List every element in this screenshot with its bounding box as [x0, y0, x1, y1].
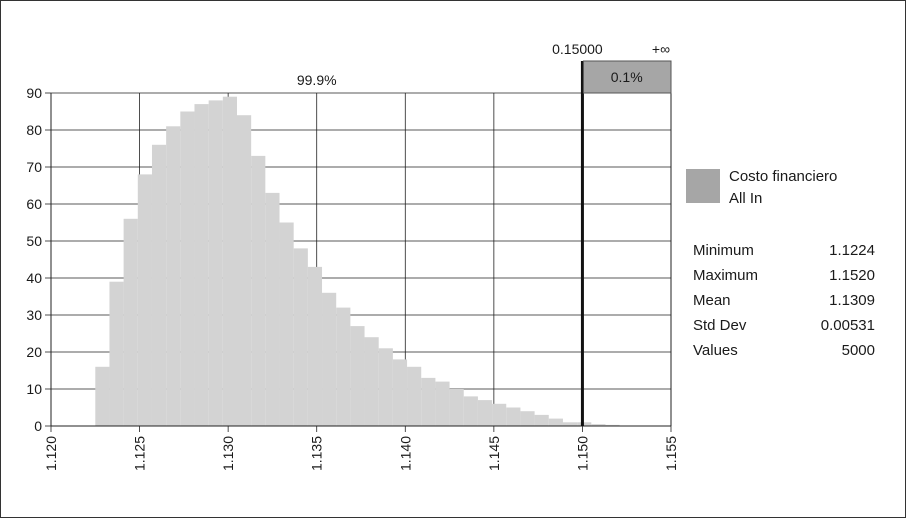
y-tick-label: 80	[26, 122, 42, 138]
legend-swatch	[686, 169, 720, 203]
y-tick-label: 30	[26, 307, 42, 323]
x-tick-label: 1.150	[574, 436, 590, 471]
histogram-bar	[279, 222, 294, 426]
x-tick-label: 1.135	[309, 436, 325, 471]
histogram-bar	[109, 281, 124, 426]
histogram-bar	[477, 400, 493, 426]
histogram-bars	[95, 96, 620, 427]
stat-label: Values	[693, 342, 738, 359]
histogram-bar	[293, 248, 308, 426]
histogram-bar	[407, 366, 422, 426]
y-tick-label: 10	[26, 381, 42, 397]
y-tick-label: 40	[26, 270, 42, 286]
histogram-bar	[251, 155, 266, 426]
statistics-table: Minimum 1.1224 Maximum 1.1520 Mean 1.1309 Std …	[693, 242, 875, 359]
stat-value: 1.1520	[829, 267, 875, 284]
x-tick-label: 1.140	[397, 436, 413, 471]
histogram-bar	[180, 111, 195, 426]
axes	[50, 93, 672, 427]
histogram-bar	[548, 418, 563, 426]
histogram-bar	[392, 359, 408, 426]
histogram-bar	[449, 389, 464, 426]
histogram-bar	[265, 192, 280, 426]
histogram-bar	[336, 307, 351, 426]
histogram-bar	[577, 422, 592, 426]
y-tick-label: 60	[26, 196, 42, 212]
legend-label-line1: Costo financiero	[729, 168, 837, 185]
x-tick-labels: 1.120 1.125 1.130 1.135 1.140 1.145 1.150 1.155	[43, 436, 679, 471]
histogram-bar	[605, 424, 620, 426]
histogram-bar	[506, 407, 521, 426]
histogram-bar	[151, 144, 167, 427]
marker-right-label: +∞	[652, 41, 670, 57]
y-tick-label: 70	[26, 159, 42, 175]
histogram-bar	[591, 424, 606, 426]
histogram-bar	[95, 366, 110, 426]
histogram-bar	[492, 403, 507, 426]
stat-label: Mean	[693, 292, 731, 309]
histogram-bar	[534, 414, 549, 426]
histogram-bar	[421, 377, 436, 426]
histogram-bar	[463, 396, 478, 426]
stat-label: Maximum	[693, 267, 758, 284]
stat-value: 1.1309	[829, 292, 875, 309]
left-region-percent: 99.9%	[297, 72, 337, 88]
stat-label: Minimum	[693, 242, 754, 259]
x-tick-label: 1.125	[132, 436, 148, 471]
stat-value: 5000	[842, 342, 875, 359]
marker-group: 0.15000 +∞ 0.1% 99.9%	[297, 41, 672, 426]
histogram-bar	[137, 174, 152, 426]
x-tick-label: 1.130	[220, 436, 236, 471]
y-tick-label: 50	[26, 233, 42, 249]
right-region-percent: 0.1%	[611, 69, 643, 85]
y-tick-label: 0	[34, 418, 42, 434]
stat-value: 1.1224	[829, 242, 875, 259]
histogram-bar	[435, 381, 450, 426]
histogram-bar	[237, 115, 252, 426]
histogram-bar	[222, 96, 237, 426]
histogram-bar	[194, 104, 209, 426]
right-region-box	[582, 60, 672, 94]
stat-value: 0.00531	[821, 317, 875, 334]
histogram-bar	[166, 126, 181, 427]
histogram-bar	[307, 266, 323, 426]
histogram-bar	[364, 337, 379, 426]
histogram-bar	[322, 292, 337, 426]
x-tick-label: 1.155	[663, 436, 679, 471]
marker-value-label: 0.15000	[552, 41, 603, 57]
legend-label-line2: All In	[729, 190, 762, 207]
histogram-bar	[123, 218, 138, 426]
y-tick-labels: 0 10 20 30 40 50 60 70 80 90	[26, 85, 42, 434]
histogram-bar	[520, 411, 535, 426]
stat-label: Std Dev	[693, 317, 747, 334]
y-tick-label: 90	[26, 85, 42, 101]
histogram-bar	[208, 100, 223, 427]
x-tick-label: 1.145	[486, 436, 502, 471]
histogram-bar	[562, 422, 578, 426]
histogram-bar	[378, 348, 393, 426]
legend: Costo financiero All In	[686, 168, 837, 207]
histogram-bar	[350, 326, 365, 426]
x-tick-label: 1.120	[43, 436, 59, 471]
y-tick-label: 20	[26, 344, 42, 360]
